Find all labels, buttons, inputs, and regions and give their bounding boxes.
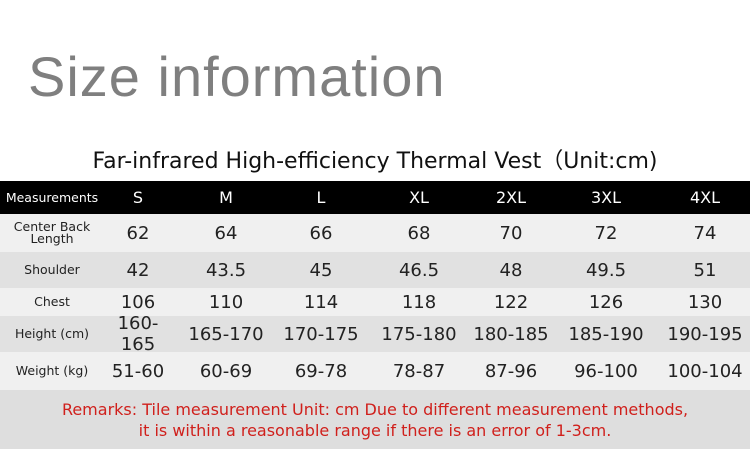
cell: 70 xyxy=(499,222,523,244)
cell: 72 xyxy=(594,222,618,244)
cell: 180-185 xyxy=(473,323,549,345)
row-label: Weight (kg) xyxy=(15,363,89,378)
cell: 130 xyxy=(687,291,723,313)
cell: 3XL xyxy=(590,188,622,207)
table-row: Chest 106 110 114 118 122 126 130 xyxy=(0,288,750,316)
cell: 43.5 xyxy=(205,259,247,281)
cell: 45 xyxy=(309,259,333,281)
remark-line: Remarks: Tile measurement Unit: cm Due t… xyxy=(61,399,689,419)
row-label: Height (cm) xyxy=(14,326,90,341)
cell: 122 xyxy=(493,291,529,313)
row-label: Chest xyxy=(34,294,70,309)
table-row: Height (cm) 160-165 165-170 170-175 175-180 1… xyxy=(0,313,750,355)
cell: M xyxy=(219,188,233,207)
cell: 190-195 xyxy=(667,323,743,345)
cell: 74 xyxy=(693,222,717,244)
cell: L xyxy=(316,188,326,207)
cell: 51 xyxy=(693,259,717,281)
cell: 87-96 xyxy=(484,360,538,382)
row-label: Measurements xyxy=(5,189,99,205)
cell: 96-100 xyxy=(574,360,638,382)
cell: 42 xyxy=(126,259,150,281)
cell: 51-60 xyxy=(111,360,165,382)
cell: 106 xyxy=(120,291,156,313)
cell: 100-104 xyxy=(667,360,743,382)
remark-line: it is within a reasonable range if there… xyxy=(138,420,612,440)
cell: 68 xyxy=(407,222,431,244)
cell: 64 xyxy=(214,222,238,244)
cell: 66 xyxy=(309,222,333,244)
table-row: Center Back Length 62 64 66 68 70 72 74 xyxy=(0,214,750,252)
table-row: Weight (kg) 51-60 60-69 69-78 78-87 87-96 96-1… xyxy=(0,352,750,390)
cell: 165-170 xyxy=(188,323,264,345)
cell: 60-69 xyxy=(199,360,253,382)
header-row: Measurements S M L XL 2XL 3XL 4XL xyxy=(0,181,750,214)
cell: 78-87 xyxy=(392,360,446,382)
cell: 185-190 xyxy=(568,323,644,345)
row-label: Center Back Length xyxy=(13,219,91,246)
cell: 126 xyxy=(588,291,624,313)
cell: 4XL xyxy=(689,188,721,207)
cell: 62 xyxy=(126,222,150,244)
cell: 69-78 xyxy=(294,360,348,382)
cell: 160-165 xyxy=(117,313,159,355)
cell: 118 xyxy=(401,291,437,313)
cell: 110 xyxy=(208,291,244,313)
cell: 48 xyxy=(499,259,523,281)
cell: 170-175 xyxy=(283,323,359,345)
cell: 114 xyxy=(303,291,339,313)
cell: XL xyxy=(409,188,429,207)
cell: S xyxy=(132,188,144,207)
remarks: Remarks: Tile measurement Unit: cm Due t… xyxy=(0,390,750,449)
cell: 46.5 xyxy=(398,259,440,281)
table-row: Shoulder 42 43.5 45 46.5 48 49.5 51 xyxy=(0,252,750,288)
cell: 175-180 xyxy=(381,323,457,345)
cell: 2XL xyxy=(495,188,527,207)
subtitle: Far-infrared High-efficiency Thermal Ves… xyxy=(92,149,658,174)
cell: 49.5 xyxy=(585,259,627,281)
title: Size information xyxy=(28,45,446,108)
row-label: Shoulder xyxy=(24,262,80,277)
